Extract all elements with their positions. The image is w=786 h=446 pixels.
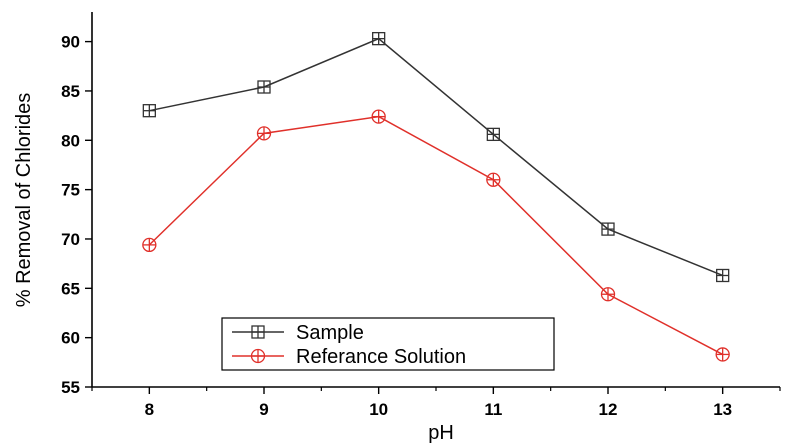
series-layer [142, 31, 730, 362]
y-tick-label: 90 [61, 33, 80, 52]
x-tick-label: 13 [713, 400, 732, 419]
x-tick-label: 9 [259, 400, 268, 419]
series-1-point [257, 80, 271, 94]
series-1-point [142, 104, 156, 118]
series-2-point [715, 347, 730, 362]
series-1-point [372, 31, 386, 46]
x-tick-label: 12 [599, 400, 618, 419]
series-2-point [256, 126, 272, 141]
legend-marker-1 [251, 325, 265, 339]
y-tick-label: 75 [61, 181, 80, 200]
series-2-point [371, 109, 386, 124]
y-tick-label: 80 [61, 131, 80, 150]
series-1-point [486, 127, 500, 142]
legend-label-2: Referance Solution [296, 346, 466, 368]
x-tick-label: 8 [145, 400, 154, 419]
series-2-point [142, 237, 157, 253]
y-tick-label: 60 [61, 329, 80, 348]
y-tick-label: 55 [61, 378, 80, 397]
series-line-2 [148, 115, 724, 356]
x-axis-ticks: 8 9 10 11 12 13 [91, 387, 781, 419]
series-1-point [716, 268, 730, 283]
y-tick-label: 65 [61, 279, 80, 298]
x-axis-title: pH [428, 422, 454, 444]
series-line-1 [149, 37, 723, 277]
legend-marker-2 [250, 348, 266, 364]
y-axis-title: % Removal of Chlorides [13, 93, 35, 308]
x-tick-label: 11 [484, 400, 502, 419]
series-2-point [486, 172, 501, 187]
y-tick-label: 85 [61, 82, 80, 101]
x-tick-label: 10 [369, 400, 388, 419]
y-axis-ticks: 55 60 65 70 75 80 85 90 [61, 33, 92, 397]
y-tick-label: 70 [61, 230, 80, 249]
legend-label-1: Sample [296, 322, 364, 344]
series-2-point [600, 287, 616, 302]
legend-box [221, 317, 555, 371]
series-1-point [601, 222, 615, 236]
